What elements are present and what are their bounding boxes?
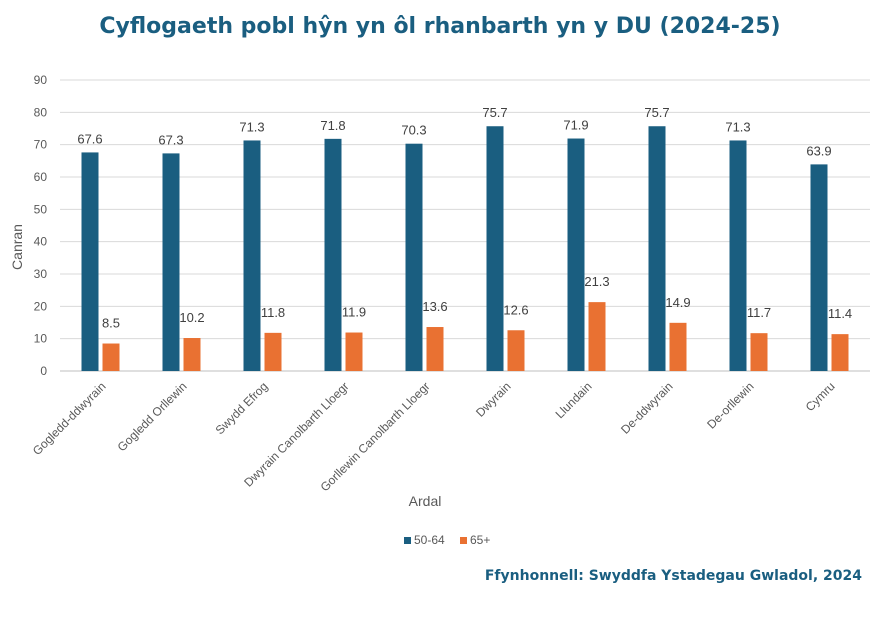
data-label: 11.7 <box>747 305 771 320</box>
data-label: 71.3 <box>239 119 264 134</box>
y-tick-label: 40 <box>34 235 48 249</box>
data-label: 12.6 <box>503 302 528 317</box>
bar-65+-9 <box>831 334 849 371</box>
data-label: 71.3 <box>725 119 750 134</box>
bars: 67.6 8.5 67.3 10.2 71.3 11.8 71.8 11.9 70.3 13.6 7… <box>77 105 852 371</box>
bar-50-64-5 <box>486 126 504 371</box>
y-tick-labels: 0 10 20 30 40 50 60 70 80 90 <box>34 73 48 378</box>
data-label: 21.3 <box>584 274 609 289</box>
bar-65+-1 <box>183 338 201 371</box>
chart-title: Cyflogaeth pobl hŷn yn ôl rhanbarth yn y… <box>99 14 781 39</box>
data-label: 11.8 <box>261 305 285 320</box>
data-label: 11.9 <box>342 305 366 320</box>
category-label: Swydd Efrog <box>213 379 271 437</box>
bar-chart: 0 10 20 30 40 50 60 70 80 90 67.6 8.5 67.3 10.2 71.3 1… <box>9 73 870 547</box>
data-label: 67.6 <box>77 131 102 146</box>
y-tick-label: 20 <box>34 299 48 313</box>
y-tick-label: 70 <box>34 138 48 152</box>
y-tick-label: 60 <box>34 170 48 184</box>
category-label: Gogledd-ddwyrain <box>30 379 109 458</box>
bar-65+-8 <box>750 333 768 371</box>
data-label: 67.3 <box>158 132 183 147</box>
category-label: De-ddwyrain <box>618 379 676 437</box>
y-tick-label: 0 <box>40 364 47 378</box>
legend-swatch <box>460 537 467 544</box>
data-label: 10.2 <box>179 310 204 325</box>
data-label: 70.3 <box>401 123 426 138</box>
y-tick-label: 90 <box>34 73 48 87</box>
bar-50-64-8 <box>729 140 747 371</box>
data-label: 13.6 <box>422 299 447 314</box>
bar-50-64-3 <box>324 138 342 371</box>
bar-50-64-2 <box>243 140 261 371</box>
legend-label: 50-64 <box>414 533 445 547</box>
x-axis-label: Ardal <box>409 493 442 509</box>
bar-50-64-9 <box>810 164 828 371</box>
category-label: Llundain <box>553 379 595 421</box>
data-label: 75.7 <box>644 105 669 120</box>
legend-label: 65+ <box>470 533 490 547</box>
bar-50-64-6 <box>567 138 585 371</box>
category-label: Gogledd Orllewin <box>115 379 190 454</box>
bar-65+-4 <box>426 327 444 371</box>
data-label: 75.7 <box>482 105 507 120</box>
y-tick-label: 30 <box>34 267 48 281</box>
y-tick-label: 80 <box>34 105 48 119</box>
data-label: 11.4 <box>828 306 852 321</box>
data-label: 14.9 <box>665 295 690 310</box>
category-label: Cymru <box>803 379 838 414</box>
legend-swatch <box>404 537 411 544</box>
data-label: 8.5 <box>102 316 120 331</box>
y-tick-label: 50 <box>34 202 48 216</box>
bar-65+-7 <box>669 322 687 371</box>
data-label: 63.9 <box>806 143 831 158</box>
bar-65+-3 <box>345 332 363 371</box>
bar-50-64-0 <box>81 152 99 371</box>
category-label: Dwyrain <box>473 379 514 420</box>
bar-65+-2 <box>264 332 282 371</box>
bar-50-64-1 <box>162 153 180 371</box>
source-note: Ffynhonnell: Swyddfa Ystadegau Gwladol, … <box>484 568 862 584</box>
y-axis-label: Canran <box>9 224 25 270</box>
category-label: De-orllewin <box>704 379 756 431</box>
data-label: 71.9 <box>563 118 588 133</box>
bar-65+-5 <box>507 330 525 371</box>
bar-50-64-4 <box>405 143 423 371</box>
bar-65+-0 <box>102 343 120 371</box>
y-tick-label: 10 <box>34 332 48 346</box>
legend: 50-64 65+ <box>404 533 490 547</box>
bar-65+-6 <box>588 302 606 371</box>
category-labels: Gogledd-ddwyrain Gogledd Orllewin Swydd Ef… <box>30 379 838 494</box>
bar-50-64-7 <box>648 126 666 371</box>
data-label: 71.8 <box>320 118 345 133</box>
